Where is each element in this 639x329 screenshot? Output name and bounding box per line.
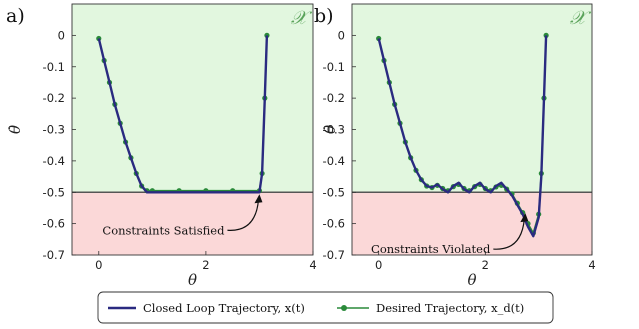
y-tick-label: 0 <box>338 28 345 42</box>
desired-trajectory-point <box>264 32 270 38</box>
x-tick-label: 0 <box>95 258 102 272</box>
panel-label: b) <box>314 5 334 27</box>
legend-label-desired: Desired Trajectory, x_d(t) <box>376 301 524 315</box>
y-tick-label: -0.5 <box>323 185 345 199</box>
y-tick-label: -0.6 <box>43 217 65 231</box>
panel-b: 0-0.1-0.2-0.3-0.4-0.5-0.6-0.70 2 4θθ̇b) 𝒳Co… <box>314 3 596 289</box>
x-tick-label: 2 <box>482 258 489 272</box>
safe-region <box>72 4 313 193</box>
x-axis-label: θ <box>467 271 476 289</box>
closed-loop-trajectory-line <box>97 35 269 194</box>
x-tick-label: 4 <box>588 258 595 272</box>
legend: Closed Loop Trajectory, x(t) Desired Traj… <box>97 291 554 324</box>
y-axis-label: θ̇ <box>6 125 24 134</box>
legend-swatch-desired-marker <box>341 305 347 311</box>
annotation-text: Constraints Violated <box>371 242 491 256</box>
x-tick-label: 0 <box>375 258 382 272</box>
desired-trajectory-point <box>543 32 549 38</box>
y-tick-label: -0.2 <box>43 91 65 105</box>
annotation-text: Constraints Satisfied <box>102 223 225 237</box>
y-tick-label: -0.1 <box>323 60 345 74</box>
y-tick-label: -0.7 <box>43 248 65 262</box>
annotation-arrow <box>227 200 260 231</box>
y-tick-label: -0.4 <box>43 154 65 168</box>
y-tick-label: -0.4 <box>323 154 345 168</box>
y-axis-label: θ̇ <box>321 125 339 134</box>
y-tick-label: -0.1 <box>43 60 65 74</box>
panel-a: 0-0.1-0.2-0.3-0.4-0.5-0.6-0.70 2 4θθ̇a) 𝒳Co… <box>6 3 317 289</box>
y-tick-label: -0.2 <box>323 91 345 105</box>
unsafe-region <box>72 192 313 255</box>
safe-region <box>352 4 592 193</box>
x-tick-label: 2 <box>202 258 209 272</box>
y-tick-label: -0.3 <box>323 123 345 137</box>
y-tick-label: 0 <box>58 28 65 42</box>
annotation-arrowhead <box>520 213 529 223</box>
legend-label-closed-loop: Closed Loop Trajectory, x(t) <box>143 301 305 315</box>
legend-box <box>97 291 554 324</box>
x-tick-label: 4 <box>309 258 316 272</box>
y-tick-label: -0.3 <box>43 123 65 137</box>
annotation-arrow <box>493 219 525 250</box>
x-axis-label: θ <box>188 271 197 289</box>
y-tick-label: -0.5 <box>43 185 65 199</box>
unsafe-region <box>352 192 592 255</box>
y-tick-label: -0.7 <box>323 248 345 262</box>
annotation-arrowhead <box>254 194 263 204</box>
y-tick-label: -0.6 <box>323 217 345 231</box>
panel-label: a) <box>6 5 25 27</box>
